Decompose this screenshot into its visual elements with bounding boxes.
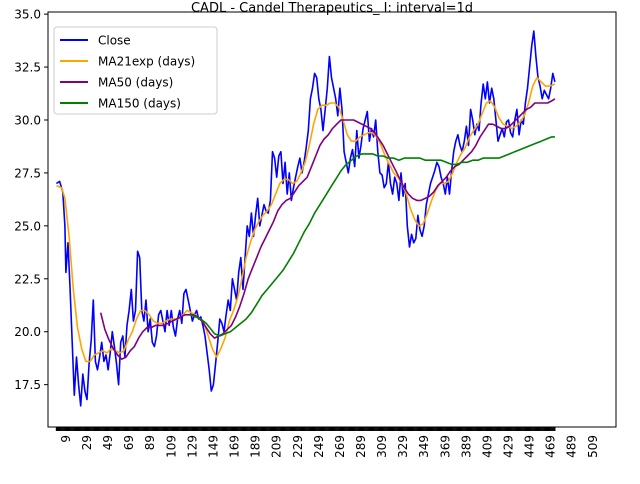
x-tick-label: 209 (270, 435, 284, 458)
x-tick-label: 89 (143, 435, 157, 450)
chart-title: CADL - Candel Therapeutics_ I: interval=… (191, 1, 473, 16)
series-layer (55, 30, 556, 407)
x-tick-label: 189 (249, 435, 263, 458)
y-tick-label: 30.0 (14, 113, 41, 127)
x-tick-label: 49 (101, 435, 115, 450)
series-line-ma21 (56, 76, 556, 363)
series-line-ma150 (190, 136, 555, 337)
x-tick-label: 309 (375, 435, 389, 458)
legend-label-ma150: MA150 (days) (98, 97, 181, 111)
x-tick-label: 329 (396, 435, 410, 458)
legend-label-ma50: MA50 (days) (98, 76, 173, 90)
x-tick-label: 9 (59, 435, 73, 443)
legend-label-close: Close (98, 34, 131, 48)
x-tick-label: 369 (438, 435, 452, 458)
x-tick-label: 169 (228, 435, 242, 458)
x-tick-label: 469 (544, 435, 558, 458)
x-tick-label: 109 (164, 435, 178, 458)
x-tick-label: 449 (523, 435, 537, 458)
series-line-ma50 (99, 98, 556, 360)
series-line-close (55, 30, 556, 407)
x-tick-label: 389 (459, 435, 473, 458)
y-axis: 17.5 20.0 22.5 25.0 27.5 30.0 32.5 35.0 (14, 8, 48, 392)
x-tick-label: 229 (291, 435, 305, 458)
x-axis: 9 29 49 69 89 109 129 149 169 189 209 229 249 269 289 3… (55, 427, 600, 458)
y-tick-label: 35.0 (14, 8, 41, 22)
legend-label-ma21: MA21exp (days) (98, 55, 195, 69)
y-tick-label: 32.5 (14, 61, 41, 75)
legend: Close MA21exp (days) MA50 (days) MA150 (day… (53, 26, 218, 115)
x-tick-label: 29 (80, 435, 94, 450)
legend-box (53, 26, 218, 115)
x-tick-label: 289 (354, 435, 368, 458)
x-tick-label: 249 (312, 435, 326, 458)
x-tick-label: 69 (122, 435, 136, 450)
y-tick-label: 27.5 (14, 166, 41, 180)
x-tick-label: 409 (480, 435, 494, 458)
x-tick-label: 509 (586, 435, 600, 458)
y-tick-label: 22.5 (14, 272, 41, 286)
x-tick-label: 349 (417, 435, 431, 458)
y-tick-label: 25.0 (14, 219, 41, 233)
y-tick-label: 20.0 (14, 325, 41, 339)
x-tick-label: 149 (206, 435, 220, 458)
x-tick-label: 269 (333, 435, 347, 458)
x-tick-label: 129 (185, 435, 199, 458)
x-tick-label: 429 (502, 435, 516, 458)
x-tick-label: 489 (565, 435, 579, 458)
y-tick-label: 17.5 (14, 378, 41, 392)
